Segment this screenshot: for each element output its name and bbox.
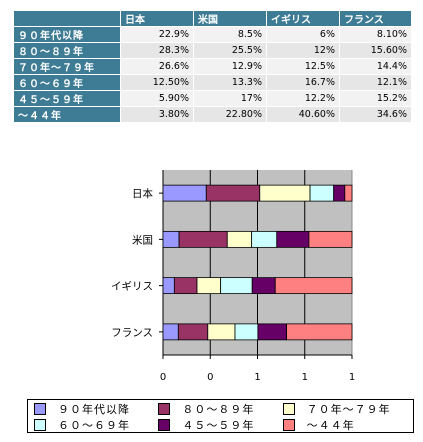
column-header: イギリス [266,10,340,27]
legend-label: ４５～５９年 [182,419,255,432]
bar-segment [162,323,179,341]
table-cell: 22.80% [193,106,267,123]
table-row: ８０～８９年 28.3% 25.5% 12% 15.60% [13,42,412,59]
row-header: ～４４年 [13,106,121,123]
bar-segment [196,277,222,295]
x-tick-label: 1 [254,372,260,383]
bar-segment [177,323,209,341]
table-cell: 40.60% [266,106,340,123]
table-cell: 12.50% [120,74,194,91]
bar-segment [207,323,236,341]
column-header: フランス [339,10,412,27]
bar-segment [276,230,310,248]
row-header: ４５～５９年 [13,90,121,107]
table-cell: 5.90% [120,90,194,107]
row-header: ８０～８９年 [13,42,121,59]
table-row: ４５～５９年 5.90% 17% 12.2% 15.2% [13,90,412,107]
legend-swatch [282,419,295,431]
y-tick-label: 米国 [132,233,153,246]
table-row: ～４４年 3.80% 22.80% 40.60% 34.6% [13,106,412,123]
legend-label: ９０年代以降 [58,403,130,416]
bar-segment [220,277,253,295]
row-header: ７０年～７９年 [13,58,121,75]
legend-label: ～４４年 [306,419,355,432]
x-tick-label: 1 [349,372,355,383]
legend-swatch [282,403,295,415]
bar-segment [162,230,180,248]
legend-item: ４５～５９年 [158,417,282,433]
table-cell: 15.60% [339,42,412,59]
table-cell: 6% [266,26,340,43]
table-cell: 26.6% [120,58,194,75]
table-cell: 3.80% [120,106,194,123]
bar-segment [251,277,276,295]
table-cell: 12.2% [266,90,340,107]
table-corner-cell [13,10,121,27]
table-cell: 14.4% [339,58,412,75]
x-tick-label: 0 [160,372,166,383]
bar-segment [308,230,353,248]
legend-item: ～４４年 [282,417,407,433]
bar-segment [173,277,198,295]
data-table: 日本 米国 イギリス フランス ９０年代以降 22.9% 8.5% 6% 8.10% ８０… [13,10,412,123]
x-tick-label: 0 [207,372,213,383]
y-tick-label: 日本 [132,187,153,200]
table-cell: 28.3% [120,42,194,59]
legend-label: ６０～６９年 [58,419,130,432]
bar-segment [251,230,278,248]
table-cell: 15.2% [339,90,412,107]
bar-segment [162,277,175,295]
legend-item: ９０年代以降 [34,401,158,417]
bar-segment [162,184,207,202]
table-row: ６０～６９年 12.50% 13.3% 16.7% 12.1% [13,74,412,91]
legend-swatch [34,403,46,415]
x-tick-label: 1 [302,372,308,383]
table-cell: 12% [266,42,340,59]
table-cell: 17% [193,90,267,107]
legend-swatch [158,419,171,431]
table-cell: 8.5% [193,26,267,43]
legend-label: ８０～８９年 [182,403,255,416]
row-header: ９０年代以降 [13,26,121,43]
table-row: ９０年代以降 22.9% 8.5% 6% 8.10% [13,26,412,43]
table-cell: 22.9% [120,26,194,43]
table-header-row: 日本 米国 イギリス フランス [13,10,412,27]
column-header: 日本 [120,10,194,27]
table-cell: 34.6% [339,106,412,123]
legend-label: ７０年～７９年 [306,403,391,416]
table-cell: 13.3% [193,74,267,91]
table-cell: 16.7% [266,74,340,91]
y-tick-label: フランス [111,327,153,339]
bar-segment [309,184,335,202]
table-cell: 12.9% [193,58,267,75]
legend-swatch [158,403,171,415]
bar-segment [259,184,311,202]
table-cell: 12.5% [266,58,340,75]
table-row: ７０年～７９年 26.6% 12.9% 12.5% 14.4% [13,58,412,75]
legend-item: ６０～６９年 [34,417,158,433]
bar-segment [344,184,353,202]
legend-item: ７０年～７９年 [282,401,407,417]
table-cell: 12.1% [339,74,412,91]
legend-item: ８０～８９年 [158,401,282,417]
y-tick-label: イギリス [111,281,153,293]
bar-segment [205,184,261,202]
bar-segment [178,230,228,248]
bar-segment [234,323,259,341]
bar-segment [333,184,346,202]
bar-segment [274,277,353,295]
bar-segment [286,323,353,341]
table-cell: 8.10% [339,26,412,43]
table-cell: 25.5% [193,42,267,59]
chart-legend: ９０年代以降 ８０～８９年 ７０年～７９年 ６０～６９年 ４５～５９年 ～４４年 [27,399,414,433]
bar-segment [226,230,253,248]
bar-segment [257,323,288,341]
column-header: 米国 [193,10,267,27]
row-header: ６０～６９年 [13,74,121,91]
legend-swatch [34,419,46,431]
